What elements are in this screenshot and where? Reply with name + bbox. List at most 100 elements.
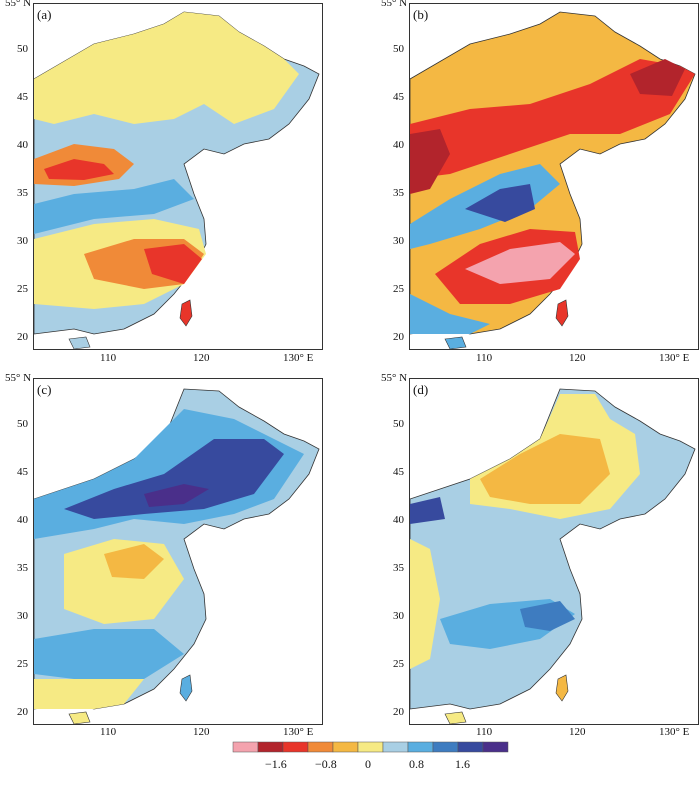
lat-tick-label: 50 xyxy=(17,418,28,430)
lat-tick-label: 50 xyxy=(393,418,404,430)
lat-tick-label: 25 xyxy=(393,658,404,670)
lon-tick-label: 130° E xyxy=(283,726,314,738)
hainan-b xyxy=(444,336,467,349)
lat-top-label-a: 55° N xyxy=(5,0,32,9)
panel-c: (c) xyxy=(33,378,323,725)
lon-tick-label: 120 xyxy=(569,726,586,738)
contour-yellow-west-d xyxy=(410,539,440,669)
lat-tick-label: 30 xyxy=(393,610,404,622)
colorbar-swatch xyxy=(407,741,434,753)
lon-tick-label: 110 xyxy=(476,352,493,364)
lon-tick-label: 120 xyxy=(193,352,210,364)
lat-tick-label: 20 xyxy=(17,331,28,343)
contour-purple-core-c xyxy=(144,484,209,507)
contour-orange-north-d xyxy=(480,434,610,504)
colorbar-swatch xyxy=(332,741,359,753)
lat-tick-label: 25 xyxy=(17,283,28,295)
panel-label-d: (d) xyxy=(413,382,429,397)
panel-a: (a) xyxy=(33,3,323,350)
lon-tick-label: 120 xyxy=(569,352,586,364)
lat-tick-label: 45 xyxy=(17,91,28,103)
colorbar-label: −0.8 xyxy=(315,757,337,771)
lat-tick-label: 35 xyxy=(393,187,404,199)
hainan-c xyxy=(68,711,91,724)
contour-red-north-b xyxy=(410,59,695,179)
lat-tick-label: 45 xyxy=(17,466,28,478)
hainan-a xyxy=(68,336,91,349)
lat-tick-label: 45 xyxy=(393,91,404,103)
lat-tick-label: 30 xyxy=(17,235,28,247)
map-d xyxy=(410,388,696,724)
contour-darkred-west-b xyxy=(410,129,450,194)
panel-label-c: (c) xyxy=(37,382,52,397)
contour-blue-south-c xyxy=(34,629,184,679)
colorbar-label: 0.8 xyxy=(409,757,424,771)
panel-b: (b) xyxy=(409,3,699,350)
map-c xyxy=(34,388,320,724)
contour-darkblue-west-d xyxy=(410,497,445,524)
lon-tick-label: 110 xyxy=(100,726,117,738)
contour-darkblue-band-c xyxy=(64,439,284,519)
contour-darkblue-mid-b xyxy=(465,184,535,222)
colorbar-swatch xyxy=(432,741,459,753)
contour-darkred-ne-b xyxy=(630,59,685,96)
colorbar-swatch xyxy=(382,741,409,753)
lat-top-label-d: 55° N xyxy=(381,372,408,384)
colorbar-swatch xyxy=(232,741,259,753)
contour-yellow-north-a xyxy=(34,12,299,124)
lat-tick-label: 40 xyxy=(17,514,28,526)
lat-tick-label: 30 xyxy=(17,610,28,622)
lat-tick-label: 50 xyxy=(17,43,28,55)
lon-tick-label: 110 xyxy=(476,726,493,738)
colorbar-swatch xyxy=(307,741,334,753)
island-b xyxy=(555,299,569,327)
lat-tick-label: 25 xyxy=(17,658,28,670)
lat-tick-label: 30 xyxy=(393,235,404,247)
colorbar-swatch xyxy=(357,741,384,753)
colorbar-swatch xyxy=(457,741,484,753)
contour-darkblue-mid-d xyxy=(520,601,575,631)
contour-red-west-a xyxy=(44,159,114,180)
colorbar-label: 1.6 xyxy=(455,757,470,771)
contour-yellow-coast-c xyxy=(34,679,144,709)
lon-tick-label: 110 xyxy=(100,352,117,364)
island-d xyxy=(555,674,569,702)
lat-tick-label: 20 xyxy=(393,331,404,343)
colorbar-label: 0 xyxy=(365,757,371,771)
lat-tick-label: 20 xyxy=(17,706,28,718)
lat-tick-label: 40 xyxy=(393,514,404,526)
lat-tick-label: 50 xyxy=(393,43,404,55)
panel-d: (d) xyxy=(409,378,699,725)
hainan-d xyxy=(444,711,467,724)
island-c xyxy=(179,674,193,702)
lon-tick-label: 130° E xyxy=(659,352,690,364)
contour-pink-south-b xyxy=(465,242,575,284)
lon-tick-label: 120 xyxy=(193,726,210,738)
colorbar-swatch xyxy=(482,741,509,753)
colorbar-label: −1.6 xyxy=(265,757,287,771)
lat-tick-label: 35 xyxy=(393,562,404,574)
panel-label-a: (a) xyxy=(37,7,52,22)
lat-tick-label: 45 xyxy=(393,466,404,478)
lon-tick-label: 130° E xyxy=(659,726,690,738)
lat-tick-label: 35 xyxy=(17,562,28,574)
panel-label-b: (b) xyxy=(413,7,429,22)
contour-blue-coast-b xyxy=(410,294,490,334)
contour-blue-mid-a xyxy=(34,179,194,234)
map-a xyxy=(34,11,320,349)
lat-tick-label: 40 xyxy=(17,139,28,151)
lat-top-label-b: 55° N xyxy=(381,0,408,9)
lat-top-label-c: 55° N xyxy=(5,372,32,384)
lat-tick-label: 25 xyxy=(393,283,404,295)
lon-tick-label: 130° E xyxy=(283,352,314,364)
colorbar-swatch xyxy=(257,741,284,753)
contour-red-south-a xyxy=(144,244,202,284)
lat-tick-label: 20 xyxy=(393,706,404,718)
lat-tick-label: 35 xyxy=(17,187,28,199)
lat-tick-label: 40 xyxy=(393,139,404,151)
island-a xyxy=(179,299,193,327)
colorbar-swatch xyxy=(282,741,309,753)
map-b xyxy=(410,11,696,349)
contour-orange-mid-c xyxy=(104,544,164,579)
colorbar xyxy=(232,741,509,753)
